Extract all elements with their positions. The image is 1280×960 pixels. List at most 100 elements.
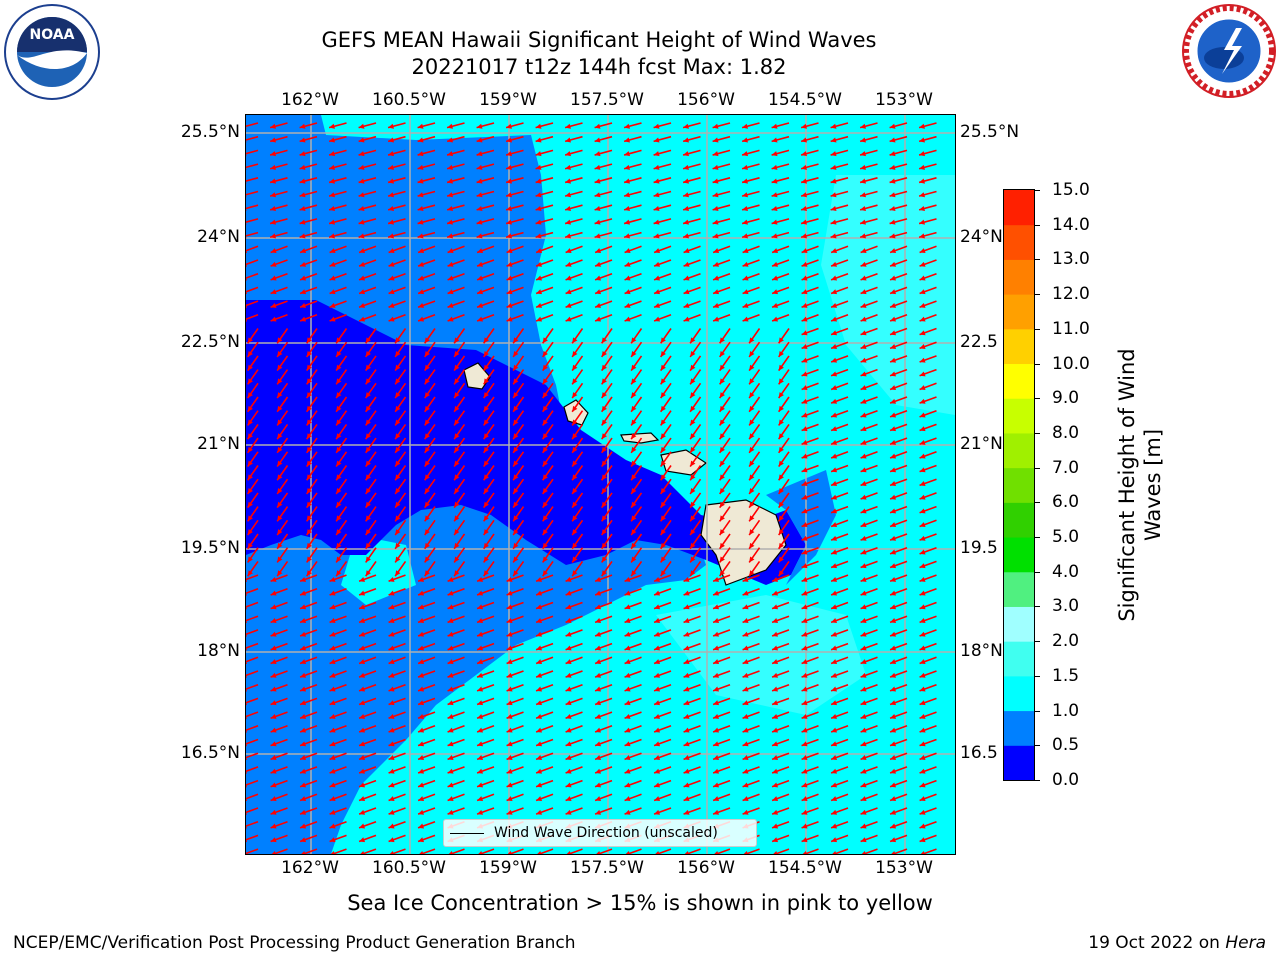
wave-direction-arrow (919, 656, 937, 665)
wave-direction-arrow (306, 410, 318, 426)
wave-direction-arrow (889, 218, 908, 225)
wave-direction-arrow (889, 286, 908, 295)
wave-direction-arrow (889, 766, 908, 774)
wave-direction-arrow (358, 231, 377, 239)
wave-direction-arrow (801, 670, 819, 678)
wave-direction-arrow (388, 300, 406, 309)
island-hawaii (700, 499, 787, 586)
wave-direction-arrow (358, 149, 377, 157)
wave-direction-arrow (801, 560, 819, 569)
wave-direction-arrow (388, 807, 406, 815)
wave-direction-arrow (630, 328, 643, 344)
wave-direction-arrow (329, 656, 347, 665)
wave-direction-arrow (329, 697, 347, 706)
wave-direction-arrow (306, 547, 318, 563)
wave-direction-arrow (247, 355, 259, 372)
wave-direction-arrow (247, 533, 259, 550)
wave-direction-arrow (889, 519, 908, 528)
wave-direction-arrow (447, 711, 465, 720)
wave-direction-arrow (365, 451, 377, 468)
wave-direction-arrow (565, 272, 583, 281)
wave-direction-arrow (623, 149, 642, 157)
lon-tick-top: 157.5°W (570, 90, 644, 110)
wave-direction-arrow (512, 410, 525, 426)
wave-direction-arrow (335, 451, 348, 468)
wave-direction-arrow (801, 588, 819, 596)
wave-direction-arrow (859, 231, 878, 239)
wave-direction-arrow (889, 396, 908, 404)
wave-direction-arrow (299, 122, 318, 129)
wave-direction-arrow (594, 574, 613, 583)
wave-direction-arrow (565, 725, 583, 733)
colorbar-swatch (1004, 328, 1034, 365)
wave-direction-arrow (683, 670, 701, 678)
wave-direction-arrow (653, 711, 672, 720)
wave-direction-arrow (919, 766, 937, 774)
wave-direction-arrow (801, 396, 819, 404)
wave-direction-arrow (601, 519, 613, 536)
colorbar-tick-label: 5.0 (1052, 527, 1080, 548)
wave-direction-arrow (860, 615, 878, 624)
wave-direction-arrow (328, 218, 347, 225)
wave-direction-arrow (476, 615, 495, 624)
wave-direction-arrow (918, 122, 937, 129)
wave-height-map (240, 115, 955, 857)
wave-direction-arrow (388, 793, 406, 802)
wave-direction-arrow (306, 423, 318, 440)
wave-direction-arrow (387, 218, 406, 225)
wave-direction-arrow (594, 231, 613, 239)
wave-direction-arrow (712, 656, 731, 665)
wave-direction-arrow (306, 478, 318, 495)
lat-tick-left: 19.5°N (180, 538, 240, 558)
wave-direction-arrow (771, 245, 790, 254)
wave-direction-arrow (771, 163, 790, 170)
wave-direction-arrow (564, 177, 583, 184)
wave-direction-arrow (742, 272, 760, 281)
wave-direction-arrow (388, 642, 406, 651)
wave-direction-arrow (424, 328, 436, 344)
wave-direction-arrow (624, 683, 642, 692)
wave-direction-arrow (860, 725, 878, 733)
wave-direction-arrow (483, 478, 495, 495)
wave-direction-arrow (771, 711, 790, 720)
wave-direction-arrow (830, 286, 849, 295)
wave-direction-arrow (299, 752, 318, 761)
wave-direction-arrow (660, 451, 672, 468)
wave-direction-arrow (388, 697, 406, 706)
wave-direction-arrow (653, 122, 672, 129)
wave-direction-arrow (358, 259, 377, 267)
wave-direction-arrow (859, 122, 878, 129)
wave-direction-arrow (417, 697, 436, 706)
wave-direction-arrow (771, 642, 790, 651)
wave-direction-arrow (542, 396, 554, 413)
wave-direction-arrow (889, 272, 908, 281)
wave-direction-arrow (712, 752, 731, 761)
wave-direction-arrow (299, 231, 318, 239)
wave-direction-arrow (535, 177, 554, 184)
wave-direction-arrow (447, 601, 465, 610)
lat-tick-left: 24°N (197, 227, 240, 247)
colorbar-swatch (1004, 641, 1034, 677)
wave-direction-arrow (476, 259, 495, 267)
wave-direction-arrow (417, 642, 436, 651)
wave-direction-arrow (335, 519, 348, 536)
colorbar-tick-label: 9.0 (1052, 388, 1080, 409)
wave-direction-arrow (417, 752, 436, 761)
wave-direction-arrow (630, 519, 643, 536)
wave-direction-arrow (394, 465, 407, 481)
wave-direction-arrow (417, 820, 436, 829)
wave-direction-arrow (276, 533, 289, 550)
wave-direction-arrow (447, 629, 465, 637)
wave-direction-arrow (601, 410, 613, 426)
wave-direction-arrow (299, 615, 318, 624)
wave-direction-arrow (860, 711, 878, 720)
wave-direction-arrow (417, 272, 436, 281)
wave-direction-arrow (358, 752, 377, 761)
wave-direction-arrow (778, 410, 790, 426)
wave-direction-arrow (683, 615, 701, 624)
wave-direction-arrow (653, 163, 672, 170)
wave-direction-arrow (712, 779, 731, 788)
wave-direction-arrow (830, 807, 849, 815)
wave-direction-arrow (623, 231, 642, 239)
wave-direction-arrow (860, 300, 878, 309)
